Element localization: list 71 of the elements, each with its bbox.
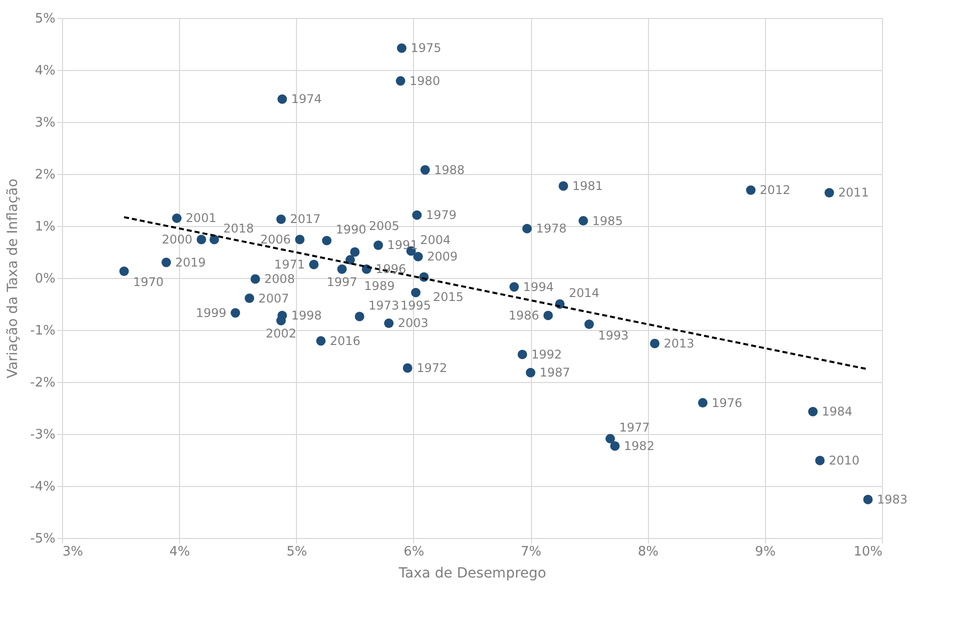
y-tick-label: -4%: [30, 480, 56, 494]
annotation: 2013: [664, 336, 694, 351]
annotation: 1999: [196, 306, 226, 320]
annotation: 1992: [531, 347, 562, 362]
y-tick-label: 0%: [34, 272, 56, 286]
annotation: 1997: [326, 275, 358, 290]
annotation: 1995: [400, 298, 432, 313]
annotation: 2012: [760, 183, 790, 198]
annotation: 2014: [568, 286, 600, 300]
annotation: 2003: [398, 316, 428, 330]
annotation: 2019: [175, 255, 206, 270]
annotation: 1975: [410, 41, 442, 56]
annotation: 2016: [330, 334, 360, 348]
annotation: 1985: [592, 214, 623, 228]
annotation: 2001: [186, 211, 216, 226]
annotation: 1977: [619, 420, 650, 435]
annotation: 1984: [822, 404, 852, 419]
y-tick-label: 1%: [34, 220, 56, 234]
annotation: 2002: [266, 326, 296, 341]
annotation: 1981: [572, 178, 603, 193]
annotation: 1986: [508, 308, 540, 322]
annotation: 2017: [290, 212, 321, 226]
y-tick-label: 4%: [34, 64, 56, 78]
y-tick-label: -2%: [30, 376, 56, 390]
x-tick-label: 7%: [520, 544, 542, 560]
y-tick-label: 5%: [34, 12, 56, 26]
annotation: 1991: [387, 238, 418, 252]
annotation: 1988: [434, 162, 465, 177]
x-tick-label: 4%: [169, 544, 190, 560]
annotation: 1994: [523, 280, 554, 294]
annotation: 1973: [368, 298, 400, 312]
y-tick-label: -1%: [30, 324, 56, 338]
annotation: 1982: [624, 438, 654, 453]
annotation: 2005: [368, 219, 400, 233]
annotation: 1983: [876, 492, 908, 507]
annotation: 1996: [376, 262, 406, 276]
annotation: 1993: [598, 328, 629, 342]
x-tick-label: 3%: [62, 544, 84, 560]
annotation: 1990: [336, 222, 366, 237]
annotation: 2006: [260, 232, 291, 247]
y-tick-label: -5%: [30, 532, 56, 546]
x-tick-label: 6%: [404, 544, 424, 560]
annotation: 1976: [712, 396, 742, 410]
annotation: 2010: [828, 454, 860, 468]
annotation: 1980: [410, 74, 440, 88]
annotation: 1998: [291, 308, 322, 322]
annotation: 2018: [223, 222, 254, 236]
x-axis-title: Taxa de Desemprego: [398, 566, 546, 582]
x-tick-label: 10%: [854, 544, 882, 560]
x-tick-label: 9%: [755, 544, 776, 560]
annotation: 1989: [364, 278, 395, 293]
annotation: 2011: [838, 186, 869, 200]
annotation: 1972: [416, 360, 448, 375]
x-tick-label: 5%: [286, 544, 308, 560]
x-tick-label: 8%: [638, 544, 659, 560]
y-tick-label: -3%: [30, 428, 56, 442]
annotation: 1978: [536, 222, 567, 236]
annotation: 1971: [274, 257, 305, 272]
annotation: 2008: [264, 272, 295, 286]
y-axis-title: Variação da Taxa de Inflação: [5, 178, 22, 378]
annotation: 2015: [432, 290, 464, 304]
annotation: 1974: [291, 92, 322, 106]
annotation: 2009: [427, 250, 458, 264]
annotation: 2004: [420, 232, 451, 247]
annotation: 1970: [133, 275, 164, 290]
annotation: 1987: [540, 366, 570, 380]
annotation: 2007: [258, 291, 289, 306]
annotation: 2000: [162, 232, 192, 247]
y-tick-label: 2%: [34, 168, 56, 182]
annotation: 1979: [426, 208, 456, 222]
y-tick-label: 3%: [34, 116, 56, 130]
